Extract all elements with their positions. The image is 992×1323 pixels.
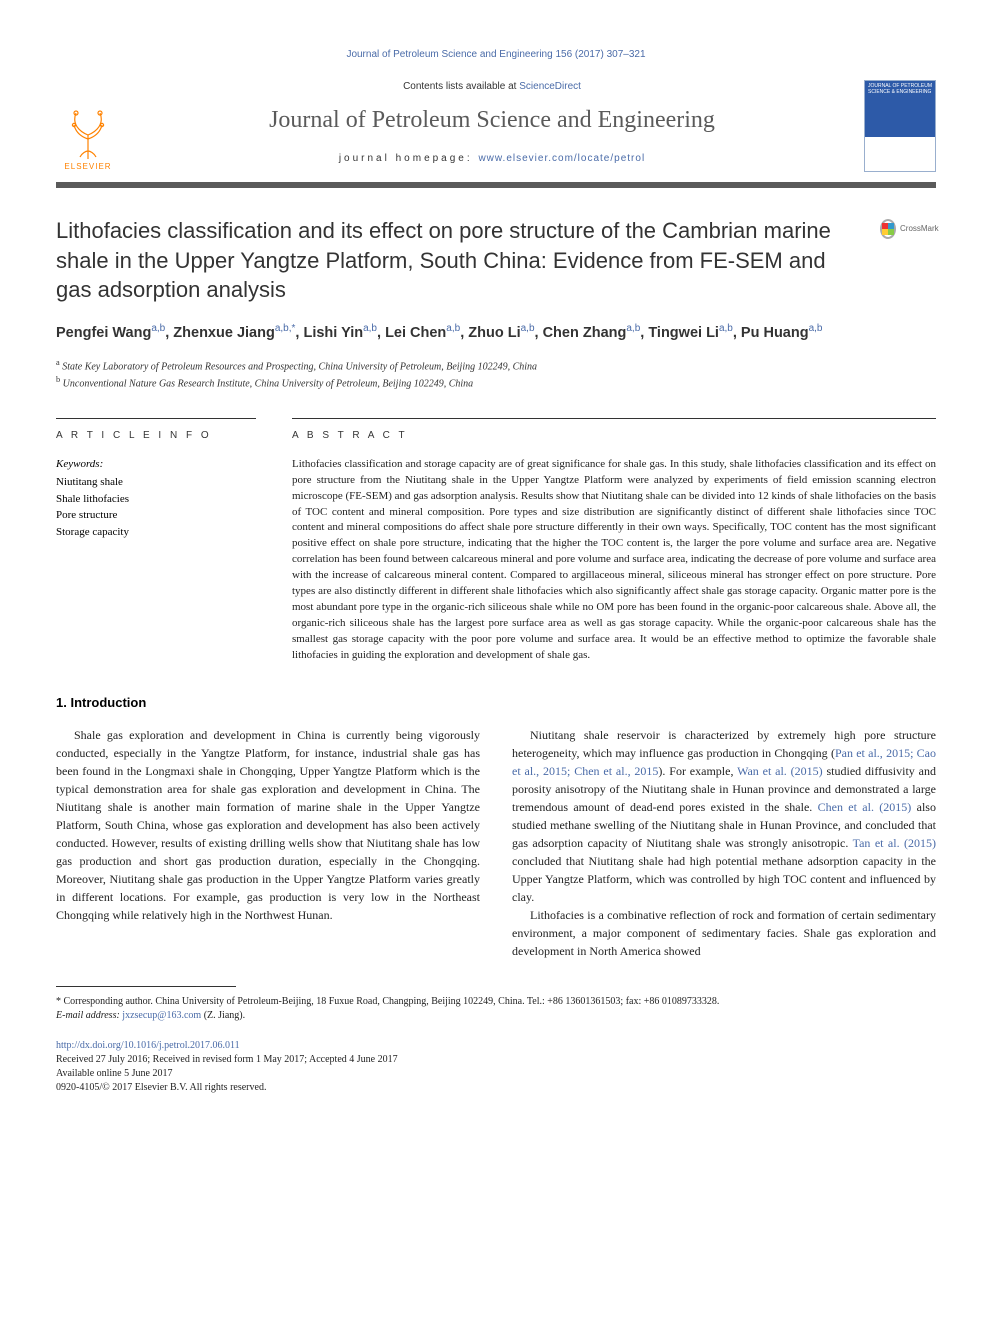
elsevier-tree-icon xyxy=(64,105,112,161)
contents-prefix: Contents lists available at xyxy=(403,81,519,92)
doi-link[interactable]: http://dx.doi.org/10.1016/j.petrol.2017.… xyxy=(56,1040,240,1051)
masthead-center: Contents lists available at ScienceDirec… xyxy=(136,80,848,172)
affiliation-a: a State Key Laboratory of Petroleum Reso… xyxy=(56,357,936,374)
author: Tingwei Lia,b xyxy=(648,325,733,341)
abstract-column: A B S T R A C T Lithofacies classificati… xyxy=(292,418,936,664)
sciencedirect-link[interactable]: ScienceDirect xyxy=(519,81,581,92)
running-header: Journal of Petroleum Science and Enginee… xyxy=(56,48,936,62)
page-container: Journal of Petroleum Science and Enginee… xyxy=(0,0,992,1135)
body-column-left: Shale gas exploration and development in… xyxy=(56,726,480,960)
abstract-text: Lithofacies classification and storage c… xyxy=(292,457,936,664)
masthead: ELSEVIER Contents lists available at Sci… xyxy=(56,80,936,188)
citation-link[interactable]: Chen et al. (2015) xyxy=(818,800,912,814)
homepage-link[interactable]: www.elsevier.com/locate/petrol xyxy=(478,153,645,164)
journal-name: Journal of Petroleum Science and Enginee… xyxy=(136,104,848,138)
article-history: Received 27 July 2016; Received in revis… xyxy=(56,1053,936,1067)
body-paragraph: Niutitang shale reservoir is characteriz… xyxy=(512,726,936,906)
info-abstract-row: A R T I C L E I N F O Keywords: Niutitan… xyxy=(56,418,936,664)
author: Chen Zhanga,b xyxy=(543,325,641,341)
citation-link[interactable]: Wan et al. (2015) xyxy=(737,764,823,778)
article-info-label: A R T I C L E I N F O xyxy=(56,418,256,443)
body-paragraph: Shale gas exploration and development in… xyxy=(56,726,480,924)
email-link[interactable]: jxzsecup@163.com xyxy=(122,1010,201,1021)
article-info-column: A R T I C L E I N F O Keywords: Niutitan… xyxy=(56,418,256,664)
body-paragraph: Lithofacies is a combinative reflection … xyxy=(512,906,936,960)
affiliation-b: b Unconventional Nature Gas Research Ins… xyxy=(56,374,936,391)
abstract-label: A B S T R A C T xyxy=(292,418,936,443)
title-row: Lithofacies classification and its effec… xyxy=(56,216,936,305)
homepage-prefix: journal homepage: xyxy=(339,153,479,164)
affiliations: a State Key Laboratory of Petroleum Reso… xyxy=(56,357,936,392)
corresponding-author-note: * Corresponding author. China University… xyxy=(56,995,936,1009)
author: Pu Huanga,b xyxy=(741,325,823,341)
doi-block: http://dx.doi.org/10.1016/j.petrol.2017.… xyxy=(56,1039,936,1095)
author: Lishi Yina,b xyxy=(303,325,377,341)
keyword: Niutitang shale xyxy=(56,474,256,491)
body-column-right: Niutitang shale reservoir is characteriz… xyxy=(512,726,936,960)
homepage-line: journal homepage: www.elsevier.com/locat… xyxy=(136,152,848,166)
cover-thumbnail: JOURNAL OF PETROLEUM SCIENCE & ENGINEERI… xyxy=(864,80,936,172)
crossmark-badge[interactable]: CrossMark xyxy=(880,216,936,242)
elsevier-logo: ELSEVIER xyxy=(56,94,120,172)
available-online: Available online 5 June 2017 xyxy=(56,1067,936,1081)
footnote-separator xyxy=(56,986,236,987)
email-line: E-mail address: jxzsecup@163.com (Z. Jia… xyxy=(56,1009,936,1023)
author: Lei Chena,b xyxy=(385,325,460,341)
citation-link[interactable]: Tan et al. (2015) xyxy=(853,836,936,850)
author: Pengfei Wanga,b xyxy=(56,325,165,341)
author: Zhenxue Jianga,b,* xyxy=(173,325,295,341)
contents-line: Contents lists available at ScienceDirec… xyxy=(136,80,848,94)
footnotes: * Corresponding author. China University… xyxy=(56,995,936,1023)
body-columns: Shale gas exploration and development in… xyxy=(56,726,936,960)
copyright-line: 0920-4105/© 2017 Elsevier B.V. All right… xyxy=(56,1081,936,1095)
running-header-link[interactable]: Journal of Petroleum Science and Enginee… xyxy=(346,49,645,60)
keyword: Storage capacity xyxy=(56,524,256,541)
author: Zhuo Lia,b xyxy=(468,325,534,341)
section-heading: 1. Introduction xyxy=(56,694,936,712)
crossmark-icon xyxy=(880,219,896,239)
article-title: Lithofacies classification and its effec… xyxy=(56,216,864,305)
masthead-inner: ELSEVIER Contents lists available at Sci… xyxy=(56,80,936,182)
cover-thumb-title: JOURNAL OF PETROLEUM SCIENCE & ENGINEERI… xyxy=(868,84,932,95)
keywords-label: Keywords: xyxy=(56,457,256,472)
author-list: Pengfei Wanga,b, Zhenxue Jianga,b,*, Lis… xyxy=(56,321,936,345)
crossmark-label: CrossMark xyxy=(900,223,939,234)
elsevier-label: ELSEVIER xyxy=(64,161,111,172)
keyword: Shale lithofacies xyxy=(56,491,256,508)
keyword: Pore structure xyxy=(56,507,256,524)
